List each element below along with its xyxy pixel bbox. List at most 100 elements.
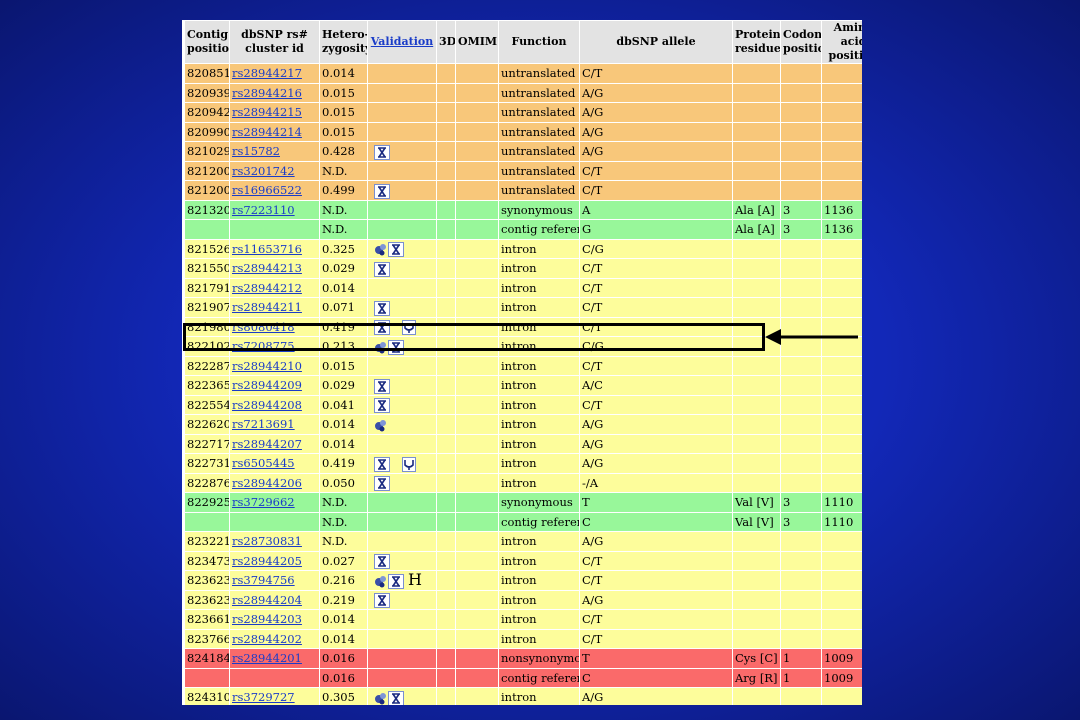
cell-cluster-id[interactable] (229, 511, 320, 532)
cell-heterozygosity: 0.213 (319, 336, 368, 357)
frequency-validation-icon[interactable] (374, 300, 390, 316)
frequency-validation-icon[interactable] (388, 574, 404, 589)
cell-cluster-id[interactable]: rs6505445 (229, 453, 320, 474)
rs-link[interactable]: rs11653716 (232, 241, 302, 256)
frequency-validation-icon[interactable] (388, 339, 404, 355)
cluster-validation-icon[interactable] (374, 574, 388, 589)
cell-cluster-id[interactable]: rs3729727 (229, 687, 320, 705)
cell-cluster-id[interactable]: rs28944214 (229, 121, 320, 142)
cell-cluster-id[interactable]: rs28944215 (229, 102, 320, 123)
cell-cluster-id[interactable]: rs28944206 (229, 472, 320, 493)
cell-cluster-id[interactable] (229, 667, 320, 688)
rs-link[interactable]: rs28944201 (232, 651, 302, 666)
rs-link[interactable]: rs8080418 (232, 319, 295, 334)
rs-link[interactable]: rs28944205 (232, 553, 302, 568)
cell-cluster-id[interactable]: rs16966522 (229, 180, 320, 201)
cell-cluster-id[interactable]: rs11653716 (229, 238, 320, 259)
rs-link[interactable]: rs15782 (232, 144, 280, 159)
rs-link[interactable]: rs28944203 (232, 612, 302, 627)
frequency-validation-icon[interactable] (374, 144, 390, 160)
cell-heterozygosity: 0.325 (319, 238, 368, 259)
cell-3d (436, 375, 456, 396)
cell-cluster-id[interactable]: rs28944207 (229, 433, 320, 454)
cell-cluster-id[interactable]: rs3201742 (229, 160, 320, 181)
frequency-validation-icon[interactable] (374, 261, 390, 277)
rs-link[interactable]: rs28944215 (232, 105, 302, 120)
frequency-validation-icon[interactable] (374, 554, 390, 569)
cell-cluster-id[interactable]: rs28944201 (229, 648, 320, 669)
rs-link[interactable]: rs7223110 (232, 202, 295, 217)
rs-link[interactable]: rs28944204 (232, 592, 302, 607)
cell-cluster-id[interactable]: rs28944202 (229, 628, 320, 649)
cell-cluster-id[interactable]: rs8080418 (229, 316, 320, 337)
frequency-validation-icon[interactable] (388, 242, 404, 257)
rs-link[interactable]: rs28944212 (232, 280, 302, 295)
frequency-validation-icon[interactable] (374, 456, 390, 472)
cell-cluster-id[interactable]: rs28944205 (229, 550, 320, 571)
frequency-validation-icon[interactable] (374, 183, 390, 199)
rs-link[interactable]: rs28944216 (232, 85, 302, 100)
rs-link[interactable]: rs3729727 (232, 690, 295, 705)
rs-link[interactable]: rs3201742 (232, 163, 295, 178)
frequency-validation-icon[interactable] (374, 593, 390, 608)
rs-link[interactable]: rs28944209 (232, 378, 302, 393)
validation-link[interactable]: Validation (370, 35, 434, 48)
rs-link[interactable]: rs16966522 (232, 183, 302, 198)
rs-link[interactable]: rs28944214 (232, 124, 302, 139)
rs-link[interactable]: rs28730831 (232, 534, 302, 549)
cell-cluster-id[interactable]: rs28944211 (229, 297, 320, 318)
hapmap-validation-icon[interactable] (402, 456, 416, 472)
frequency-validation-icon[interactable] (374, 476, 390, 491)
frequency-validation-icon[interactable] (374, 320, 390, 335)
cell-3d (436, 589, 456, 610)
frequency-validation-icon[interactable] (374, 398, 390, 413)
cell-cluster-id[interactable]: rs7208775 (229, 336, 320, 357)
cell-cluster-id[interactable]: rs28730831 (229, 531, 320, 552)
rs-link[interactable]: rs28944206 (232, 475, 302, 490)
cell-cluster-id[interactable]: rs28944203 (229, 609, 320, 630)
rs-link[interactable]: rs3729662 (232, 495, 295, 510)
cell-protein-residue (732, 375, 781, 396)
rs-link[interactable]: rs7208775 (232, 339, 295, 354)
rs-link[interactable]: rs3794756 (232, 573, 295, 588)
rs-link[interactable]: rs6505445 (232, 456, 295, 471)
cluster-validation-icon[interactable] (374, 340, 388, 355)
frequency-validation-icon[interactable] (388, 690, 404, 706)
cell-validation (367, 511, 437, 532)
cell-cluster-id[interactable]: rs28944210 (229, 355, 320, 376)
table-row: 822287 rs28944210 0.015 intron C/T (184, 355, 862, 376)
cell-cluster-id[interactable]: rs28944216 (229, 82, 320, 103)
cell-cluster-id[interactable]: rs3729662 (229, 492, 320, 513)
cell-cluster-id[interactable]: rs28944213 (229, 258, 320, 279)
col-header-validation[interactable]: Validation (367, 20, 437, 64)
rs-link[interactable]: rs28944213 (232, 261, 302, 276)
cell-cluster-id[interactable]: rs7213691 (229, 414, 320, 435)
cell-validation (367, 277, 437, 298)
cell-cluster-id[interactable]: rs28944204 (229, 589, 320, 610)
snp-table-panel: Contig position dbSNP rs# cluster id Het… (182, 20, 862, 705)
cell-function: untranslated (498, 102, 580, 123)
rs-link[interactable]: rs7213691 (232, 417, 295, 432)
cluster-validation-icon[interactable] (374, 418, 388, 433)
frequency-validation-icon[interactable] (374, 378, 390, 394)
cell-cluster-id[interactable]: rs3794756 (229, 570, 320, 591)
cell-cluster-id[interactable]: rs15782 (229, 141, 320, 162)
cell-cluster-id[interactable] (229, 219, 320, 240)
rs-link[interactable]: rs28944217 (232, 66, 302, 81)
cell-cluster-id[interactable]: rs7223110 (229, 199, 320, 220)
cell-cluster-id[interactable]: rs28944217 (229, 63, 320, 84)
cell-cluster-id[interactable]: rs28944208 (229, 394, 320, 415)
cell-cluster-id[interactable]: rs28944212 (229, 277, 320, 298)
rs-link[interactable]: rs28944211 (232, 300, 302, 315)
rs-link[interactable]: rs28944207 (232, 436, 302, 451)
rs-link[interactable]: rs28944208 (232, 397, 302, 412)
rs-link[interactable]: rs28944210 (232, 358, 302, 373)
rs-link[interactable]: rs28944202 (232, 631, 302, 646)
cell-codon-position (780, 238, 822, 259)
cell-protein-residue: Arg [R] (732, 667, 781, 688)
hapmap-validation-icon[interactable] (402, 320, 416, 335)
cell-3d (436, 316, 456, 337)
cell-cluster-id[interactable]: rs28944209 (229, 375, 320, 396)
cluster-validation-icon[interactable] (374, 242, 388, 257)
cluster-validation-icon[interactable] (374, 691, 388, 706)
